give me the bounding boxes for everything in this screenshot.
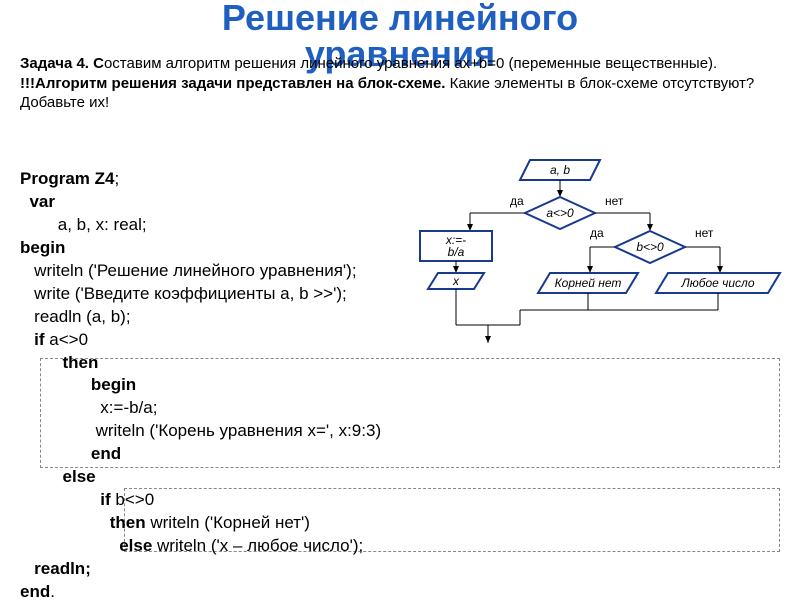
code-l15b: b<>0	[111, 490, 155, 509]
code-l10: begin	[91, 375, 136, 394]
flow-no-2: нет	[695, 226, 714, 240]
flow-cond2-text: b<>0	[636, 240, 664, 254]
code-l3: a, b, x: real;	[20, 215, 147, 234]
flow-res2-text: Любое число	[680, 276, 754, 290]
code-l13: end	[91, 444, 121, 463]
code-l17a: else	[119, 536, 152, 555]
flow-yes-2: да	[590, 226, 604, 240]
code-l16b: writeln ('Корней нет')	[146, 513, 310, 532]
code-l15a: if	[100, 490, 110, 509]
code-l8b: a<>0	[45, 330, 89, 349]
flowchart: a, b a<>0 да нет x:=- b/a x b<>0 да нет …	[400, 155, 790, 355]
code-l11: x:=-b/a;	[20, 398, 157, 417]
flow-res1-text: Корней нет	[555, 276, 622, 290]
code-l19: end	[20, 582, 50, 601]
code-l7: readln (a, b);	[20, 307, 131, 326]
flow-cond1-text: a<>0	[546, 206, 574, 220]
code-l4: begin	[20, 238, 65, 257]
flow-yes-1: да	[510, 194, 524, 208]
flow-input-text: a, b	[550, 163, 570, 177]
code-block: Program Z4; var a, b, x: real; begin wri…	[20, 168, 381, 604]
flow-x-text: x	[452, 274, 460, 288]
code-l16a: then	[110, 513, 146, 532]
code-l5: writeln ('Решение линейного уравнения');	[20, 261, 357, 280]
flow-assign-text2: b/a	[448, 245, 465, 259]
code-l8a: if	[34, 330, 44, 349]
task-text: Задача 4. Составим алгоритм решения лине…	[20, 54, 780, 113]
flow-no-1: нет	[605, 194, 624, 208]
task-prefix: Задача 4. С	[20, 55, 104, 72]
code-l14: else	[63, 467, 96, 486]
flowchart-svg: a, b a<>0 да нет x:=- b/a x b<>0 да нет …	[400, 155, 790, 355]
code-l6: write ('Введите коэффициенты a, b >>');	[20, 284, 347, 303]
task-bold-2: !!!Алгоритм решения задачи представлен н…	[20, 75, 445, 92]
code-l17b: writeln ('x – любое число');	[152, 536, 363, 555]
code-l1: Program Z4	[20, 169, 114, 188]
code-l9: then	[63, 353, 99, 372]
code-l2: var	[29, 192, 55, 211]
code-l12: writeln ('Корень уравнения x=', x:9:3)	[20, 421, 381, 440]
task-rest-1: оставим алгоритм решения линейного уравн…	[104, 55, 717, 72]
code-l18: readln;	[34, 559, 91, 578]
